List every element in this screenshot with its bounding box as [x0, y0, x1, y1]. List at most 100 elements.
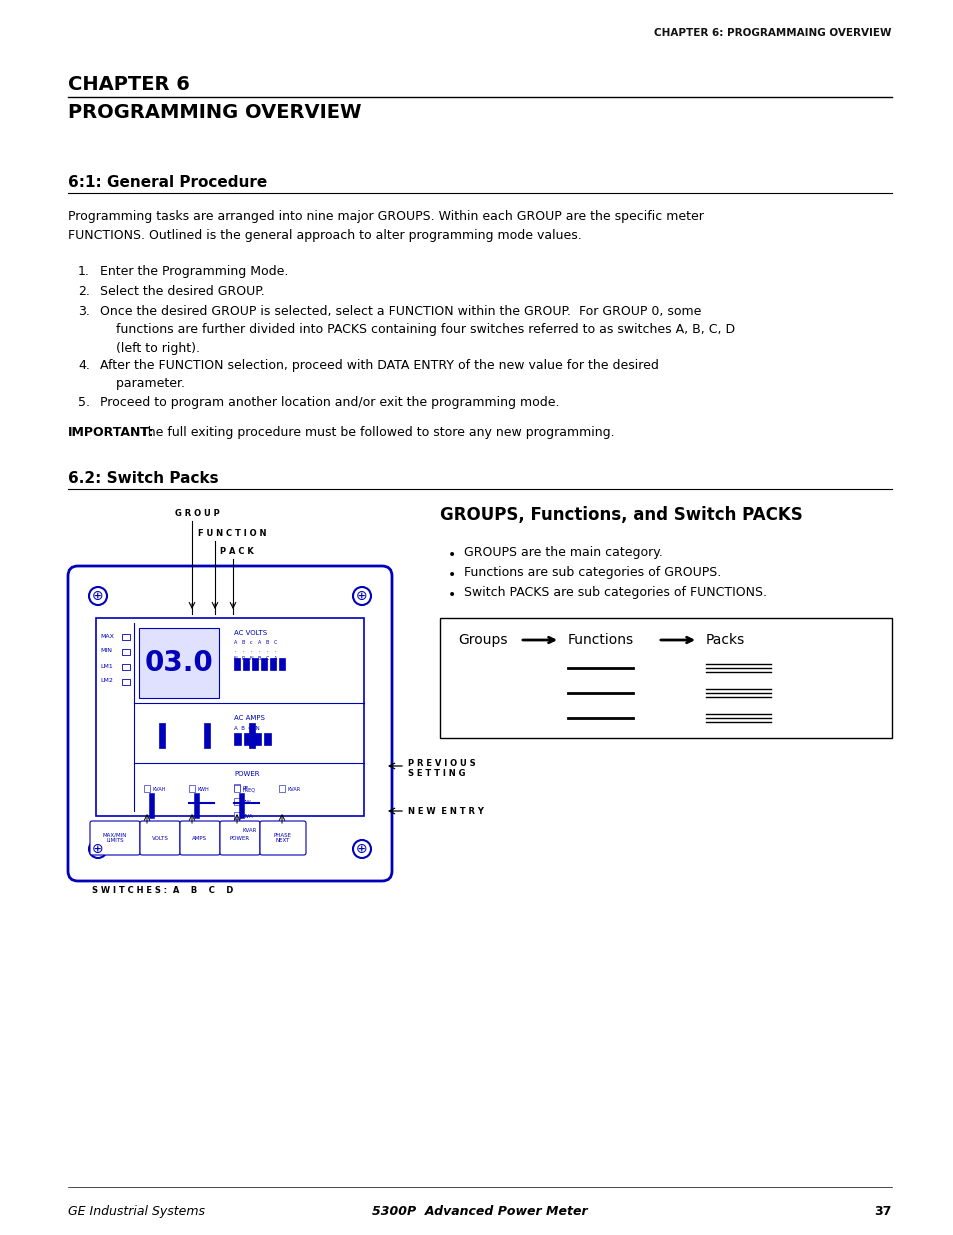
Text: MAX: MAX [100, 634, 113, 638]
Text: GROUPS are the main category.: GROUPS are the main category. [463, 546, 662, 559]
Text: GROUPS, Functions, and Switch PACKS: GROUPS, Functions, and Switch PACKS [439, 506, 801, 524]
Text: R: R [242, 656, 245, 661]
Text: A: A [257, 640, 261, 645]
Text: ⊕: ⊕ [355, 589, 368, 603]
Bar [233, 811, 240, 819]
FancyBboxPatch shape [140, 821, 180, 855]
Bar [96, 618, 364, 816]
Text: 37: 37 [874, 1205, 891, 1218]
Text: A: A [274, 656, 277, 661]
Text: 6:1: General Procedure: 6:1: General Procedure [68, 175, 267, 190]
Text: 5.: 5. [78, 396, 90, 409]
Text: Switch PACKS are sub categories of FUNCTIONS.: Switch PACKS are sub categories of FUNCT… [463, 585, 766, 599]
Text: •: • [448, 548, 456, 562]
Text: After the FUNCTION selection, proceed with DATA ENTRY of the new value for the d: After the FUNCTION selection, proceed wi… [100, 359, 659, 390]
Bar [144, 785, 150, 792]
Bar [253, 734, 261, 745]
Text: N: N [233, 656, 237, 661]
Bar [278, 658, 285, 671]
Text: Programming tasks are arranged into nine major GROUPS. Within each GROUP are the: Programming tasks are arranged into nine… [68, 210, 703, 242]
FancyBboxPatch shape [68, 566, 392, 881]
FancyBboxPatch shape [220, 821, 260, 855]
Bar [122, 679, 130, 685]
Text: 4.: 4. [78, 359, 90, 372]
Bar [249, 722, 254, 748]
Text: P A C K: P A C K [220, 547, 253, 556]
Bar [278, 785, 285, 792]
Text: N: N [250, 656, 253, 661]
Text: 1.: 1. [78, 266, 90, 278]
Text: F U N C T I O N: F U N C T I O N [198, 529, 266, 538]
Text: ⊕: ⊕ [92, 842, 104, 856]
Text: N E W  E N T R Y: N E W E N T R Y [408, 806, 483, 816]
Text: VOLTS: VOLTS [152, 836, 169, 841]
Text: MAX/MIN
LIMITS: MAX/MIN LIMITS [103, 832, 127, 844]
Text: AC AMPS: AC AMPS [233, 715, 265, 721]
Text: Packs: Packs [705, 634, 744, 647]
Text: PHASE
NEXT: PHASE NEXT [274, 832, 292, 844]
Text: P R E V I O U S
S E T T I N G: P R E V I O U S S E T T I N G [408, 760, 476, 778]
Text: .: . [233, 648, 235, 653]
Text: •: • [448, 568, 456, 582]
Text: 2.: 2. [78, 285, 90, 298]
Text: .: . [257, 648, 259, 653]
Bar [204, 722, 210, 748]
Bar [239, 793, 244, 818]
Text: PROGRAMMING OVERVIEW: PROGRAMMING OVERVIEW [68, 103, 361, 122]
Bar [233, 826, 240, 832]
Text: KVA: KVA [243, 814, 253, 819]
Text: Once the desired GROUP is selected, select a FUNCTION within the GROUP.  For GRO: Once the desired GROUP is selected, sele… [100, 305, 735, 354]
Text: KW: KW [243, 800, 252, 805]
Text: PF: PF [243, 785, 249, 790]
Text: Groups: Groups [457, 634, 507, 647]
Text: Functions are sub categories of GROUPS.: Functions are sub categories of GROUPS. [463, 566, 720, 579]
FancyBboxPatch shape [260, 821, 306, 855]
Text: ⊕: ⊕ [92, 589, 104, 603]
Text: 3.: 3. [78, 305, 90, 317]
Text: KVAH: KVAH [152, 787, 167, 792]
Text: Proceed to program another location and/or exit the programming mode.: Proceed to program another location and/… [100, 396, 558, 409]
Text: 5300P  Advanced Power Meter: 5300P Advanced Power Meter [372, 1205, 587, 1218]
Text: MIN: MIN [100, 648, 112, 653]
Bar [243, 658, 249, 671]
Text: B: B [257, 656, 261, 661]
Bar [264, 734, 271, 745]
Text: The full exiting procedure must be followed to store any new programming.: The full exiting procedure must be follo… [136, 426, 614, 438]
Text: A: A [233, 640, 237, 645]
Bar [233, 734, 241, 745]
Bar [122, 650, 130, 655]
Text: .: . [242, 648, 243, 653]
FancyBboxPatch shape [180, 821, 220, 855]
Text: 03.0: 03.0 [145, 650, 213, 677]
Text: A  B  C  N: A B C N [233, 726, 259, 731]
Bar [122, 664, 130, 671]
Text: LM1: LM1 [100, 663, 112, 668]
Text: AMPS: AMPS [193, 836, 208, 841]
Bar [270, 658, 275, 671]
Bar [244, 734, 251, 745]
Text: KVAR: KVAR [288, 787, 301, 792]
Text: G R O U P: G R O U P [174, 509, 219, 517]
Text: ⊕: ⊕ [355, 842, 368, 856]
Text: KWH: KWH [198, 787, 210, 792]
Text: Enter the Programming Mode.: Enter the Programming Mode. [100, 266, 288, 278]
Text: B: B [242, 640, 245, 645]
Text: 6.2: Switch Packs: 6.2: Switch Packs [68, 471, 218, 487]
Bar [233, 658, 240, 671]
FancyBboxPatch shape [90, 821, 140, 855]
Text: KVAR: KVAR [243, 827, 257, 832]
Text: c: c [250, 640, 253, 645]
Text: POWER: POWER [230, 836, 250, 841]
Bar [139, 629, 219, 698]
Text: C: C [266, 656, 269, 661]
Text: GE Industrial Systems: GE Industrial Systems [68, 1205, 205, 1218]
Text: C: C [274, 640, 277, 645]
Text: .: . [266, 648, 267, 653]
Text: .: . [250, 648, 252, 653]
Text: B: B [266, 640, 269, 645]
Bar [193, 793, 199, 818]
Text: Select the desired GROUP.: Select the desired GROUP. [100, 285, 265, 298]
Bar [261, 658, 267, 671]
Text: AC VOLTS: AC VOLTS [233, 630, 267, 636]
Text: FREQ: FREQ [243, 787, 255, 792]
